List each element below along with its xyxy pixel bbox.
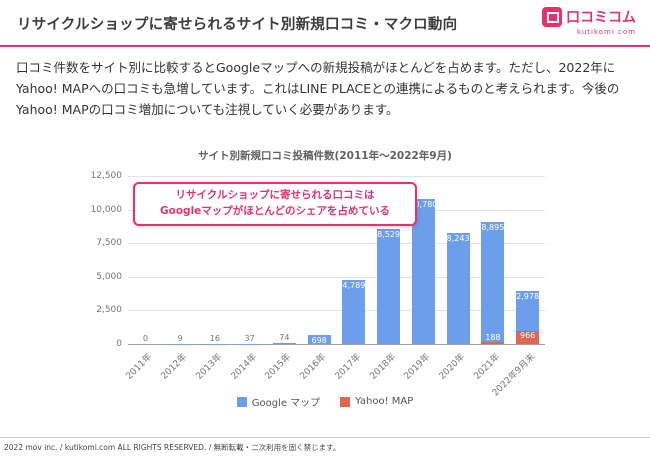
kutikomi-logo-icon: [542, 7, 562, 27]
legend-label-yahoo: Yahoo! MAP: [355, 396, 414, 407]
bar-yahoo: [481, 341, 505, 344]
bar-value-label-google: 37: [244, 333, 255, 343]
gridline: [128, 243, 545, 245]
bar-value-label-google: 8,243: [446, 234, 470, 244]
callout-box: リサイクルショップに寄せられる口コミは Googleマップがほとんどのシェアを占…: [133, 182, 417, 226]
bar-google: [307, 334, 331, 344]
page-title: リサイクルショップに寄せられるサイト別新規口コミ・マクロ動向: [17, 17, 458, 33]
bar-value-label-yahoo: 966: [519, 331, 536, 340]
y-tick-label: 2,500: [96, 305, 122, 316]
gridline: [128, 276, 545, 278]
header-divider: [0, 45, 650, 47]
bar-value-label-google: 698: [311, 335, 327, 345]
x-axis-baseline: [128, 344, 545, 345]
bar-value-label-google: 9: [177, 333, 183, 343]
bar-value-label-google: 10,780: [409, 200, 438, 210]
bar-value-label-google: 74: [279, 333, 290, 342]
legend-label-google: Google マップ: [251, 398, 321, 409]
bar-value-label-google: 0: [142, 334, 148, 343]
bar-google: [446, 233, 470, 344]
kutikomi-logo: 口コミコム kutikomi com: [542, 7, 636, 36]
intro-text: 口コミ件数をサイト別に比較するとGoogleマップへの新規投稿がほとんどを占めま…: [16, 60, 620, 117]
legend-item-google: Google マップ: [236, 394, 321, 409]
footer-divider: [0, 437, 650, 438]
gridline: [128, 310, 545, 312]
bar-value-label-google: 4,789: [342, 280, 366, 290]
callout-line1: リサイクルショップに寄せられる口コミは: [175, 189, 375, 201]
bar-google: [272, 343, 296, 344]
legend-item-yahoo: Yahoo! MAP: [340, 394, 413, 409]
y-tick-label: 7,500: [96, 238, 122, 249]
bar-google: [516, 291, 540, 331]
y-tick-label: 5,000: [96, 271, 122, 282]
logo-subtext: kutikomi com: [577, 28, 636, 36]
plot-area: 0 2011年 9 2012年 16 2013年 37 2014年 74 2015年 698 2016…: [125, 176, 545, 399]
chart-legend: Google マップ Yahoo! MAP: [88, 394, 562, 409]
bar-value-label-google: 8,529: [377, 230, 401, 240]
bar-yahoo: [516, 331, 540, 344]
y-tick-label: 12,500: [90, 171, 123, 181]
y-axis: 0 2,500 5,000 7,500 10,000 12,500: [88, 171, 123, 349]
y-tick-label: 0: [116, 339, 122, 349]
bar-google: [481, 222, 505, 342]
bar-chart: サイト別新規口コミ投稿件数(2011年〜2022年9月) 0 2,500 5,000…: [88, 148, 562, 420]
y-tick-label: 10,000: [90, 204, 123, 215]
legend-swatch-google: [236, 396, 247, 407]
bar-value-label-google: 2,978: [516, 292, 540, 301]
bar-google: [411, 199, 435, 344]
footer-text: 2022 mov inc. / kutikomi.com ALL RIGHTS …: [4, 443, 341, 452]
bar-google: [238, 343, 262, 344]
bar-value-label-google: 16: [209, 333, 220, 343]
legend-swatch-yahoo: [340, 396, 351, 407]
chart-title: サイト別新規口コミ投稿件数(2011年〜2022年9月): [198, 150, 452, 162]
bar-google: [342, 279, 366, 344]
bar-google: [377, 229, 401, 344]
bar-value-label-google: 8,895: [481, 222, 505, 232]
logo-text: 口コミコム: [566, 10, 636, 26]
bar-value-label-yahoo: 188: [485, 333, 501, 342]
callout-line2: Googleマップがほとんどのシェアを占めている: [160, 204, 390, 217]
gridline: [128, 176, 545, 177]
